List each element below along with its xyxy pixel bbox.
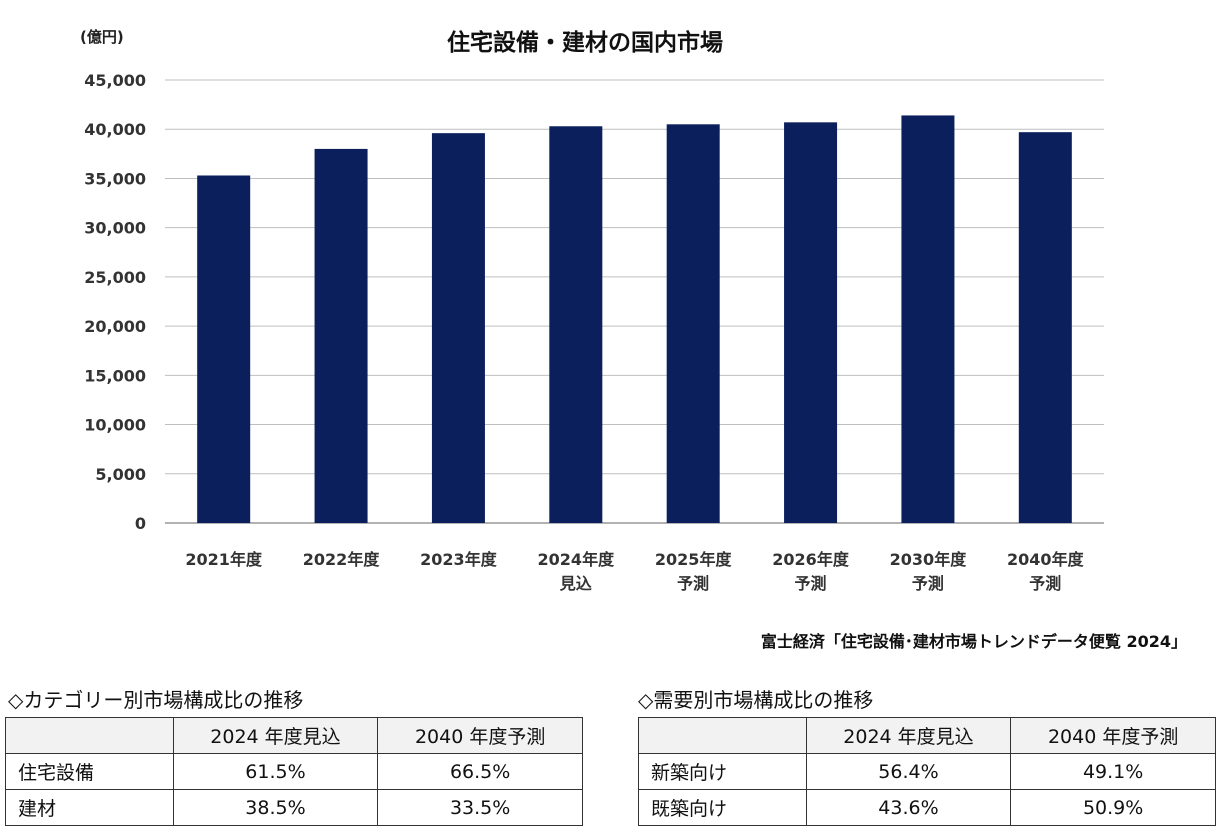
table-row: 建材 38.5% 33.5%	[5, 789, 583, 826]
demand-share-table: 2024 年度見込 2040 年度予測 新築向け 56.4% 49.1% 既築向…	[638, 717, 1216, 826]
row-label: 住宅設備	[5, 753, 174, 790]
y-tick-label: 0	[135, 514, 146, 533]
table-header-cell: 2024 年度見込	[172, 717, 379, 754]
y-tick-label: 40,000	[84, 120, 146, 139]
row-label: 新築向け	[638, 753, 807, 790]
bar	[314, 148, 368, 523]
table-cell: 50.9%	[1010, 789, 1216, 826]
table-header-cell: 2040 年度予測	[1010, 717, 1216, 754]
bar	[784, 122, 838, 523]
x-tick-label: 2022年度	[303, 550, 381, 569]
x-tick-label: 2025年度	[655, 550, 733, 569]
table-header-cell: 2040 年度予測	[377, 717, 583, 754]
table-row: 新築向け 56.4% 49.1%	[638, 753, 1216, 790]
table-cell: 43.6%	[805, 789, 1012, 826]
table-header-cell	[638, 717, 807, 754]
y-tick-label: 45,000	[84, 71, 146, 90]
row-label: 建材	[5, 789, 174, 826]
table-cell: 61.5%	[172, 753, 379, 790]
row-label: 既築向け	[638, 789, 807, 826]
y-axis-unit-label: (億円)	[80, 28, 124, 46]
y-tick-label: 35,000	[84, 169, 146, 188]
bars	[197, 115, 1072, 524]
demand-table-title: ◇需要別市場構成比の推移	[638, 688, 874, 712]
table-cell: 38.5%	[172, 789, 379, 826]
x-tick-label: 見込	[559, 574, 592, 593]
bar	[549, 126, 603, 523]
bar	[1018, 132, 1072, 524]
bar	[901, 115, 955, 523]
table-cell: 33.5%	[377, 789, 583, 826]
table-cell: 49.1%	[1010, 753, 1216, 790]
bar	[431, 133, 485, 523]
table-header-row: 2024 年度見込 2040 年度予測	[5, 717, 583, 754]
y-tick-label: 5,000	[95, 465, 146, 484]
table-header-cell	[5, 717, 174, 754]
y-tick-label: 25,000	[84, 268, 146, 287]
y-tick-label: 30,000	[84, 219, 146, 238]
x-tick-label: 予測	[1029, 574, 1061, 593]
table-row: 住宅設備 61.5% 66.5%	[5, 753, 583, 790]
grid-lines	[165, 79, 1104, 524]
table-header-row: 2024 年度見込 2040 年度予測	[638, 717, 1216, 754]
x-tick-label: 2024年度	[538, 550, 616, 569]
bar	[666, 124, 720, 524]
x-tick-label: 予測	[912, 574, 944, 593]
y-tick-label: 20,000	[84, 317, 146, 336]
x-tick-label: 2023年度	[420, 550, 498, 569]
table-cell: 56.4%	[805, 753, 1012, 790]
x-tick-label: 2026年度	[772, 550, 850, 569]
x-tick-label: 2040年度	[1007, 550, 1085, 569]
x-tick-label: 予測	[795, 574, 827, 593]
chart-title: 住宅設備・建材の国内市場	[447, 29, 723, 56]
x-tick-label: 2021年度	[185, 550, 263, 569]
y-axis-ticks: 0 5,000 10,000 15,000 20,000 25,000 30,000 35,0…	[84, 71, 146, 533]
table-row: 既築向け 43.6% 50.9%	[638, 789, 1216, 826]
table-cell: 66.5%	[377, 753, 583, 790]
x-axis-ticks: 2021年度 2022年度 2023年度 2024年度見込2025年度予測2026年度…	[185, 550, 1084, 593]
source-note: 富士経済「住宅設備･建材市場トレンドデータ便覧 2024」	[760, 632, 1187, 651]
x-tick-label: 予測	[677, 574, 709, 593]
y-tick-label: 10,000	[84, 416, 146, 435]
bar	[197, 175, 251, 524]
table-header-cell: 2024 年度見込	[805, 717, 1012, 754]
x-tick-label: 2030年度	[890, 550, 968, 569]
category-table-title: ◇カテゴリー別市場構成比の推移	[8, 688, 304, 712]
y-tick-label: 15,000	[84, 366, 146, 385]
category-share-table: 2024 年度見込 2040 年度予測 住宅設備 61.5% 66.5% 建材 …	[5, 717, 583, 826]
bar-chart: (億円) 住宅設備・建材の国内市場 0 5,000 10,000 15,000 20,0…	[80, 28, 1104, 593]
